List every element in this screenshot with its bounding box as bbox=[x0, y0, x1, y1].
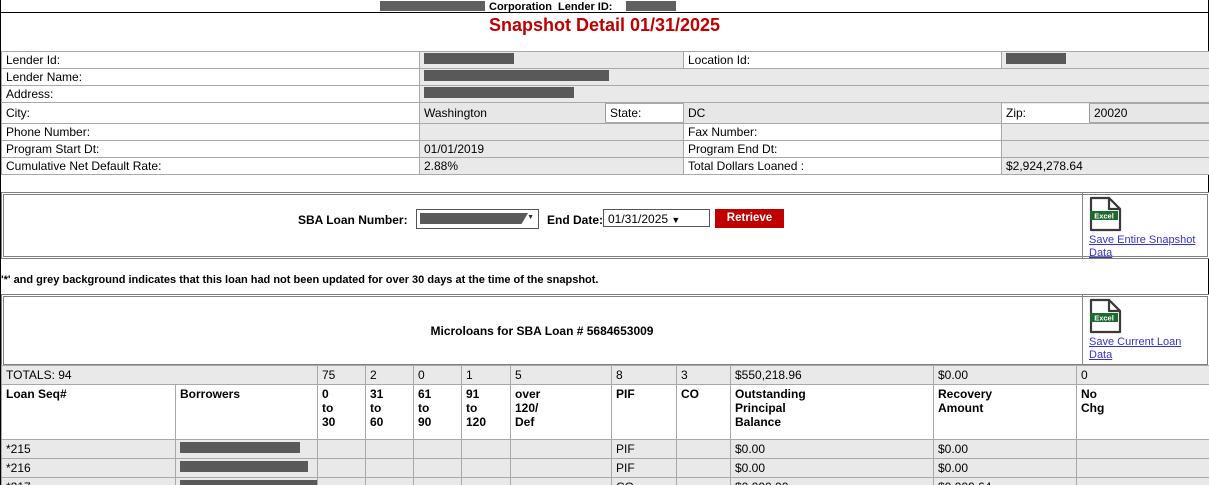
svg-text:Excel: Excel bbox=[1094, 212, 1114, 221]
svg-text:Excel: Excel bbox=[1094, 314, 1114, 323]
